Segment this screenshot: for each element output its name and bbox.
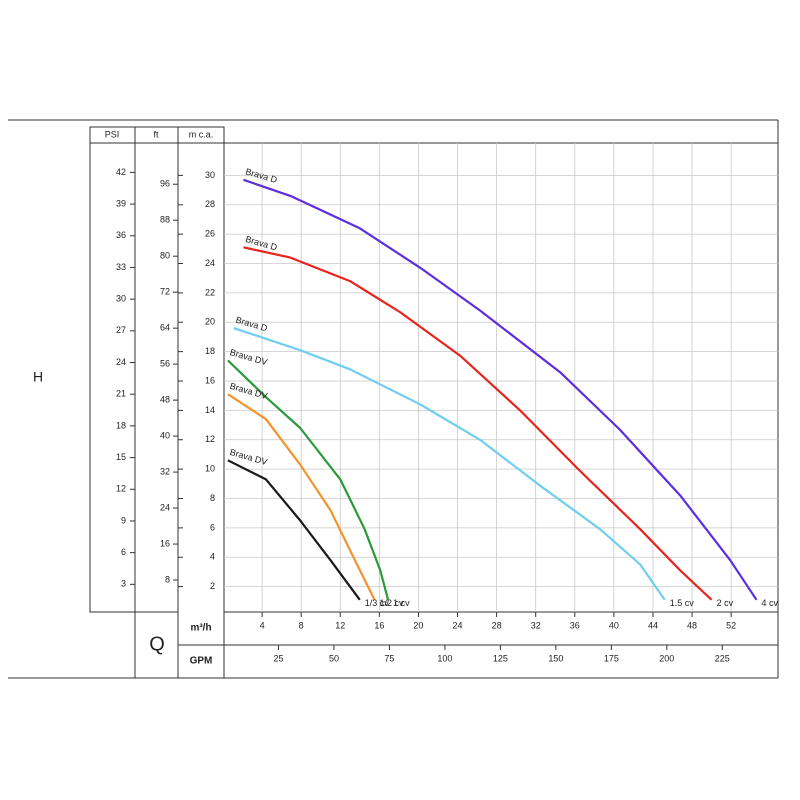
psi-tick-label: 3 bbox=[121, 579, 126, 589]
x-tick-label: 4 bbox=[260, 620, 265, 630]
ft-tick-label: 16 bbox=[160, 538, 170, 548]
power-label: 1/3 cv bbox=[365, 598, 390, 608]
x-tick-label: 20 bbox=[413, 620, 423, 630]
curve-label: Brava D bbox=[244, 234, 278, 253]
ft-tick-label: 72 bbox=[160, 287, 170, 297]
x-tick-label: 52 bbox=[726, 620, 736, 630]
y-tick-label: 10 bbox=[205, 464, 215, 474]
psi-tick-label: 27 bbox=[116, 325, 126, 335]
gpm-tick-label: 125 bbox=[493, 653, 508, 663]
y-tick-label: 22 bbox=[205, 287, 215, 297]
psi-tick-label: 33 bbox=[116, 262, 126, 272]
ft-header: ft bbox=[153, 129, 159, 139]
ft-tick-label: 40 bbox=[160, 430, 170, 440]
x-tick-label: 32 bbox=[531, 620, 541, 630]
x-tick-label: 24 bbox=[453, 620, 463, 630]
psi-tick-label: 36 bbox=[116, 230, 126, 240]
y-tick-label: 6 bbox=[210, 522, 215, 532]
y-title: H bbox=[33, 369, 43, 385]
x-title: Q bbox=[149, 633, 165, 655]
y-tick-label: 20 bbox=[205, 317, 215, 327]
psi-tick-label: 21 bbox=[116, 389, 126, 399]
y-tick-label: 28 bbox=[205, 199, 215, 209]
psi-tick-label: 15 bbox=[116, 452, 126, 462]
x-tick-label: 12 bbox=[335, 620, 345, 630]
psi-tick-label: 30 bbox=[116, 294, 126, 304]
gpm-tick-label: 25 bbox=[273, 653, 283, 663]
gpm-label: GPM bbox=[190, 656, 213, 667]
y-tick-label: 30 bbox=[205, 170, 215, 180]
curve bbox=[227, 359, 390, 601]
curve-label: Brava DV bbox=[229, 347, 269, 367]
psi-tick-label: 24 bbox=[116, 357, 126, 367]
y-tick-label: 16 bbox=[205, 375, 215, 385]
psi-tick-label: 6 bbox=[121, 547, 126, 557]
x-tick-label: 44 bbox=[648, 620, 658, 630]
psi-column bbox=[89, 126, 136, 613]
curve bbox=[227, 459, 361, 601]
psi-tick-label: 12 bbox=[116, 484, 126, 494]
power-label: 1.5 cv bbox=[670, 598, 695, 608]
curve bbox=[233, 327, 666, 601]
ft-tick-label: 80 bbox=[160, 251, 170, 261]
ft-tick-label: 24 bbox=[160, 502, 170, 512]
ft-tick-label: 8 bbox=[165, 574, 170, 584]
psi-header: PSI bbox=[105, 129, 120, 139]
gpm-tick-label: 200 bbox=[659, 653, 674, 663]
power-label: 1 cv bbox=[393, 598, 410, 608]
x-tick-label: 16 bbox=[374, 620, 384, 630]
plot-area bbox=[223, 142, 779, 613]
x-label: m³/h bbox=[190, 623, 211, 634]
ft-tick-label: 32 bbox=[160, 466, 170, 476]
x-tick-label: 28 bbox=[492, 620, 502, 630]
ft-tick-label: 96 bbox=[160, 179, 170, 189]
ft-column bbox=[134, 126, 179, 613]
y-tick-label: 12 bbox=[205, 434, 215, 444]
x-tick-label: 48 bbox=[687, 620, 697, 630]
power-label: 1/2 cv bbox=[379, 598, 404, 608]
psi-tick-label: 18 bbox=[116, 420, 126, 430]
x-tick-label: 40 bbox=[609, 620, 619, 630]
gpm-tick-label: 175 bbox=[604, 653, 619, 663]
y-tick-label: 14 bbox=[205, 405, 215, 415]
curve bbox=[243, 178, 758, 601]
gpm-tick-label: 75 bbox=[384, 653, 394, 663]
psi-tick-label: 42 bbox=[116, 167, 126, 177]
x-tick-label: 8 bbox=[299, 620, 304, 630]
gpm-tick-label: 100 bbox=[437, 653, 452, 663]
y-tick-label: 26 bbox=[205, 229, 215, 239]
ft-tick-label: 64 bbox=[160, 323, 170, 333]
curve bbox=[227, 393, 376, 601]
gpm-tick-label: 50 bbox=[329, 653, 339, 663]
curve bbox=[243, 246, 713, 601]
psi-tick-label: 9 bbox=[121, 515, 126, 525]
power-label: 4 cv bbox=[762, 598, 779, 608]
y-tick-label: 4 bbox=[210, 552, 215, 562]
ft-tick-label: 48 bbox=[160, 394, 170, 404]
y-tick-label: 24 bbox=[205, 258, 215, 268]
x-tick-label: 36 bbox=[570, 620, 580, 630]
m-header: m c.a. bbox=[189, 129, 214, 139]
power-label: 2 cv bbox=[717, 598, 734, 608]
ft-tick-label: 56 bbox=[160, 359, 170, 369]
ft-tick-label: 88 bbox=[160, 215, 170, 225]
psi-tick-label: 39 bbox=[116, 198, 126, 208]
gpm-tick-label: 225 bbox=[715, 653, 730, 663]
y-tick-label: 18 bbox=[205, 346, 215, 356]
y-tick-label: 2 bbox=[210, 581, 215, 591]
m-column bbox=[177, 126, 225, 679]
gpm-tick-label: 150 bbox=[548, 653, 563, 663]
y-tick-label: 8 bbox=[210, 493, 215, 503]
